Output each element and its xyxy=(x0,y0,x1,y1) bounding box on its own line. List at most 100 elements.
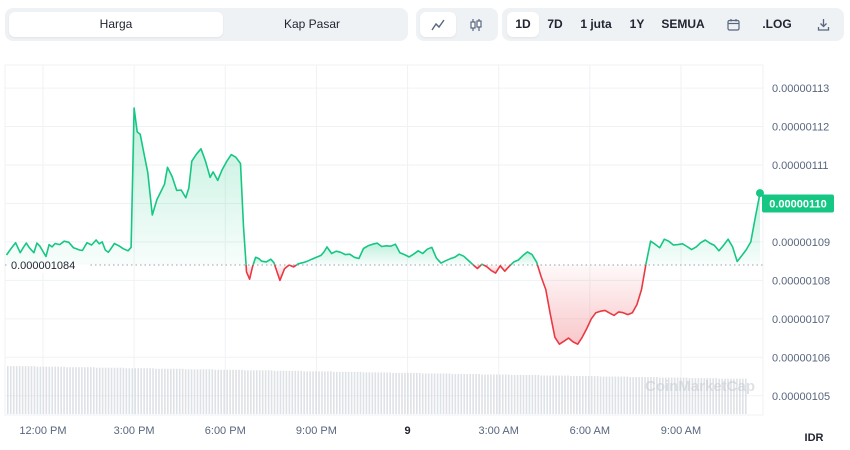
volume-bar xyxy=(128,368,131,414)
volume-bar xyxy=(700,378,703,414)
tab-kap-pasar[interactable]: Kap Pasar xyxy=(283,17,341,31)
volume-bar xyxy=(736,378,738,414)
volume-bar xyxy=(596,376,599,414)
volume-bar xyxy=(413,372,415,414)
volume-bar xyxy=(703,378,706,414)
volume-bar xyxy=(45,366,48,414)
volume-bar xyxy=(270,370,273,414)
range-1-juta[interactable]: 1 juta xyxy=(580,17,612,31)
price-line-up xyxy=(510,251,539,266)
volume-bar xyxy=(460,373,463,414)
calendar-icon[interactable] xyxy=(717,12,749,37)
volume-bar xyxy=(392,372,394,414)
volume-bar xyxy=(107,367,110,414)
x-tick-label: 9 xyxy=(404,425,410,437)
price-line-up xyxy=(480,263,484,266)
volume-bar xyxy=(635,377,637,414)
volume-bar xyxy=(424,373,427,414)
volume-bar xyxy=(724,378,726,414)
volume-bar xyxy=(525,375,528,414)
volume-bar xyxy=(611,376,614,414)
x-tick-label: 3:00 PM xyxy=(114,425,155,437)
price-line-down xyxy=(483,264,512,274)
volume-bar xyxy=(158,368,160,414)
volume-bar xyxy=(531,375,534,414)
volume-bar xyxy=(122,367,125,414)
download-icon[interactable] xyxy=(807,12,839,37)
volume-bar xyxy=(442,373,445,414)
volume-bar xyxy=(164,368,166,414)
volume-bar xyxy=(430,373,433,414)
volume-bar xyxy=(445,373,448,414)
x-tick-label: 9:00 AM xyxy=(661,425,701,437)
volume-bar xyxy=(167,368,169,414)
volume-bar xyxy=(196,369,199,414)
volume-bar xyxy=(146,368,148,414)
line-chart-icon[interactable] xyxy=(420,12,456,37)
volume-bar xyxy=(51,366,54,414)
volume-bar xyxy=(356,371,359,414)
volume-bar xyxy=(140,368,142,414)
volume-bar xyxy=(439,373,442,414)
volume-bar xyxy=(573,376,575,414)
range-7d[interactable]: 7D xyxy=(547,17,563,31)
volume-bar xyxy=(244,370,246,414)
volume-bar xyxy=(727,378,729,414)
volume-bar xyxy=(667,377,670,414)
volume-bar xyxy=(478,373,480,414)
volume-bar xyxy=(359,371,362,414)
volume-bar xyxy=(7,366,9,414)
volume-bar xyxy=(682,377,685,414)
watermark: CoinMarketCap xyxy=(645,378,755,395)
volume-bar xyxy=(333,371,335,414)
volume-bar xyxy=(650,377,652,414)
volume-bar xyxy=(484,374,486,414)
volume-bar xyxy=(504,374,507,414)
volume-bar xyxy=(546,375,549,414)
volume-bar xyxy=(457,373,460,414)
volume-bar xyxy=(12,366,15,414)
volume-bar xyxy=(57,366,59,414)
volume-bar xyxy=(253,370,255,414)
tab-harga[interactable]: Harga xyxy=(9,12,223,37)
y-tick-label: 0.00000106 xyxy=(772,352,830,364)
volume-bar xyxy=(410,372,412,414)
volume-bar xyxy=(84,367,86,414)
volume-bar xyxy=(653,377,655,414)
volume-bar xyxy=(178,368,181,414)
volume-bar xyxy=(184,369,187,414)
log-toggle[interactable]: .LOG xyxy=(762,17,792,31)
volume-bar xyxy=(267,370,270,414)
volume-bar xyxy=(522,375,525,414)
range-semua[interactable]: SEMUA xyxy=(661,17,705,31)
volume-bar xyxy=(534,375,537,414)
volume-bar xyxy=(427,373,430,414)
range-switch: 1D 7D 1 juta 1Y SEMUA .LOG xyxy=(502,8,844,41)
volume-bar xyxy=(679,377,682,414)
volume-bar xyxy=(709,378,712,414)
current-price-badge xyxy=(762,194,834,213)
current-price-dot xyxy=(755,189,764,198)
price-line-up xyxy=(645,192,761,266)
y-tick-label: 0.00000109 xyxy=(772,237,830,249)
candlestick-icon[interactable] xyxy=(458,12,494,37)
x-tick-label: 6:00 PM xyxy=(205,425,246,437)
volume-bar xyxy=(377,372,380,414)
volume-bar xyxy=(730,378,732,414)
range-1y[interactable]: 1Y xyxy=(629,17,645,31)
price-line-down xyxy=(472,264,482,270)
range-1d[interactable]: 1D xyxy=(507,12,539,37)
volume-bar xyxy=(101,367,104,414)
volume-bar xyxy=(463,373,466,414)
volume-bar xyxy=(407,372,409,414)
price-line-up xyxy=(5,107,247,266)
volume-bar xyxy=(386,372,388,414)
y-tick-label: 0.00000113 xyxy=(772,83,829,95)
price-line-up xyxy=(252,256,276,266)
volume-bar xyxy=(362,372,365,414)
volume-bar xyxy=(552,375,554,414)
volume-bar xyxy=(338,371,341,414)
volume-bar xyxy=(161,368,163,414)
volume-bar xyxy=(211,369,214,414)
